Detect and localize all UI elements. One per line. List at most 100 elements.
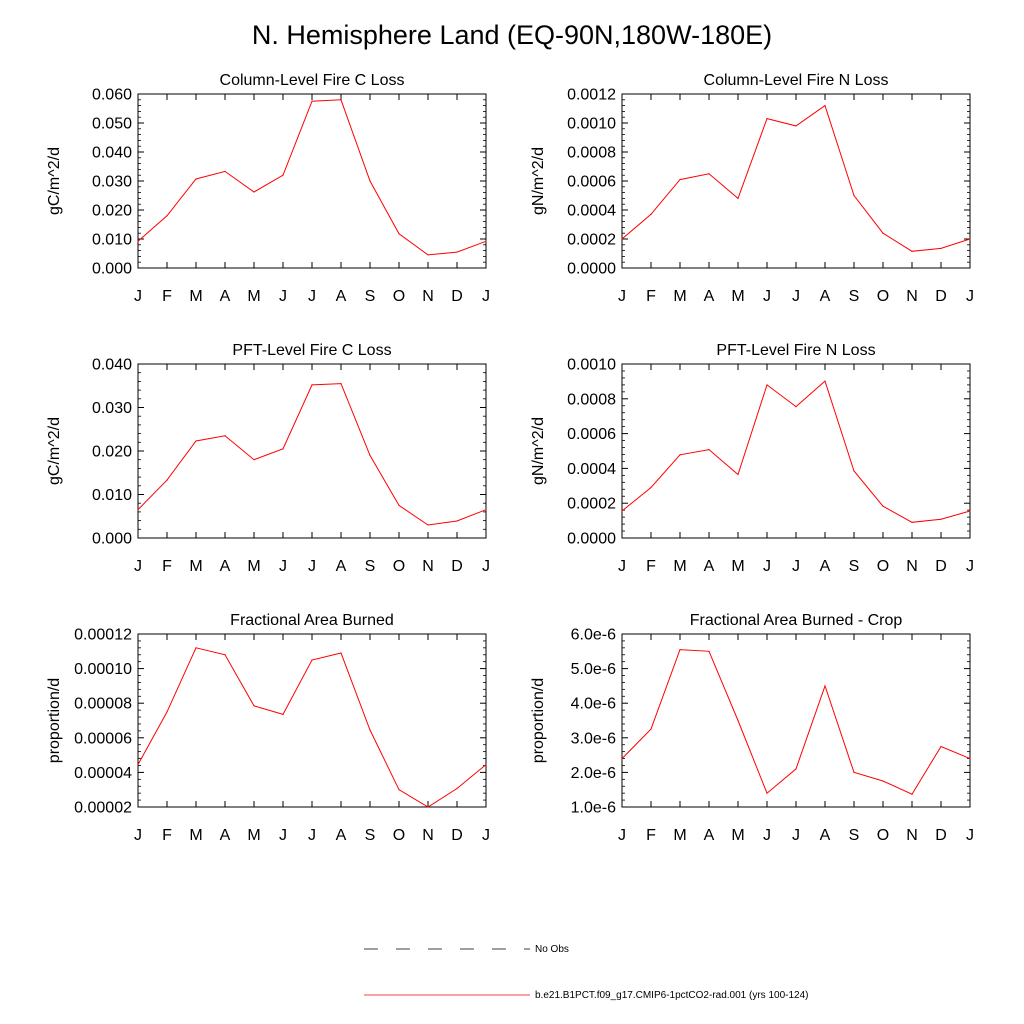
y-tick-label: 0.0010: [567, 116, 616, 133]
data-point: [253, 705, 255, 707]
data-point: [282, 448, 284, 450]
x-tick-label: S: [849, 288, 860, 305]
data-point: [485, 764, 487, 766]
x-tick-label: O: [393, 827, 405, 844]
series-line-1: [621, 380, 971, 523]
data-point: [224, 654, 226, 656]
data-point: [882, 232, 884, 234]
x-tick-label: J: [308, 827, 316, 844]
data-point: [679, 648, 681, 651]
x-tick-label: J: [308, 558, 316, 575]
x-tick-label: F: [646, 827, 656, 844]
x-tick-label: A: [704, 288, 715, 305]
x-tick-label: D: [451, 558, 463, 575]
data-point: [969, 757, 971, 760]
x-tick-label: J: [279, 827, 287, 844]
x-tick-label: F: [646, 288, 656, 305]
data-point: [427, 806, 429, 808]
x-tick-label: A: [820, 288, 831, 305]
x-tick-label: J: [618, 558, 626, 575]
legend-label-no-obs: No Obs: [535, 944, 569, 955]
x-tick-label: M: [731, 288, 744, 305]
y-tick-label: 0.0004: [567, 461, 616, 478]
y-tick-label: 0.0006: [567, 174, 616, 191]
y-tick-label: 0.00004: [74, 765, 132, 782]
data-point: [427, 254, 429, 256]
data-point: [795, 406, 797, 408]
data-point: [340, 382, 342, 385]
chart-title: PFT-Level Fire C Loss: [232, 342, 391, 359]
x-tick-label: S: [849, 827, 860, 844]
data-point: [621, 238, 623, 240]
data-point: [708, 650, 710, 652]
legend-label-model: b.e21.B1PCT.f09_g17.CMIP6-1pctCO2-rad.00…: [535, 990, 808, 1001]
y-tick-label: 0.000: [92, 531, 132, 548]
x-tick-label: M: [189, 288, 202, 305]
data-point: [940, 745, 942, 748]
x-tick-label: A: [336, 558, 347, 575]
y-tick-label: 6.0e-6: [571, 627, 616, 644]
series-line-1: [621, 649, 971, 795]
x-tick-label: J: [618, 827, 626, 844]
data-point: [398, 233, 400, 235]
chart-title: Fractional Area Burned: [230, 612, 394, 629]
x-tick-label: J: [482, 288, 490, 305]
chart-title: Column-Level Fire C Loss: [220, 72, 405, 89]
y-tick-label: 0.00002: [74, 800, 132, 817]
data-point: [456, 520, 458, 522]
data-point: [137, 764, 139, 766]
x-tick-label: M: [247, 558, 260, 575]
y-axis-label: gC/m^2/d: [46, 417, 63, 485]
data-point: [708, 173, 710, 175]
data-point: [621, 757, 623, 760]
data-point: [166, 215, 168, 217]
data-point: [737, 719, 739, 722]
x-tick-label: J: [134, 558, 142, 575]
data-point: [795, 125, 797, 127]
y-tick-label: 0.050: [92, 116, 132, 133]
x-tick-label: J: [966, 827, 974, 844]
x-tick-label: N: [906, 288, 918, 305]
x-tick-label: J: [792, 827, 800, 844]
x-tick-label: A: [220, 827, 231, 844]
data-point: [137, 509, 139, 511]
y-tick-label: 0.0000: [567, 261, 616, 278]
series-line-1: [137, 383, 487, 526]
y-axis-label: gN/m^2/d: [530, 147, 547, 215]
plot-frame: [137, 363, 487, 539]
chart-title: Column-Level Fire N Loss: [704, 72, 889, 89]
x-tick-label: J: [618, 288, 626, 305]
y-tick-label: 0.0010: [567, 357, 616, 374]
x-tick-label: N: [422, 558, 434, 575]
data-point: [940, 518, 942, 520]
data-point: [708, 449, 710, 451]
data-point: [253, 191, 255, 193]
y-tick-label: 4.0e-6: [571, 696, 616, 713]
data-point: [137, 240, 139, 242]
x-tick-label: F: [162, 558, 172, 575]
x-tick-label: J: [134, 288, 142, 305]
y-axis-label: proportion/d: [46, 678, 63, 763]
data-point: [824, 105, 826, 107]
plot-frame: [621, 363, 971, 539]
data-point: [824, 685, 826, 687]
x-tick-label: N: [422, 288, 434, 305]
y-axis-label: gC/m^2/d: [46, 147, 63, 215]
x-tick-label: S: [365, 558, 376, 575]
series-line-1: [137, 647, 487, 808]
data-point: [911, 250, 913, 252]
x-tick-label: J: [763, 558, 771, 575]
y-axis-label: gN/m^2/d: [530, 417, 547, 485]
y-tick-label: 0.040: [92, 145, 132, 162]
data-point: [427, 524, 429, 526]
x-tick-label: A: [704, 827, 715, 844]
x-tick-label: J: [966, 558, 974, 575]
x-tick-label: M: [673, 827, 686, 844]
y-tick-label: 0.0000: [567, 531, 616, 548]
x-tick-label: J: [763, 827, 771, 844]
x-tick-label: F: [646, 558, 656, 575]
y-tick-label: 0.010: [92, 232, 132, 249]
data-point: [621, 510, 623, 512]
data-point: [766, 384, 768, 386]
data-point: [311, 384, 313, 386]
